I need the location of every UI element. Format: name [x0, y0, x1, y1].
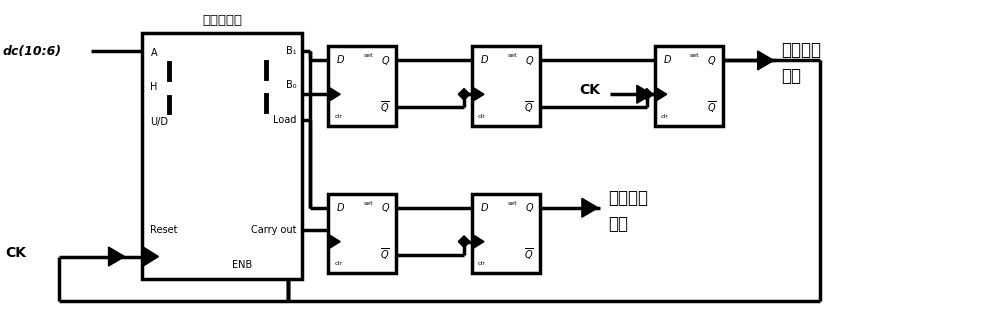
Text: $Q$: $Q$ — [381, 54, 390, 67]
Text: D: D — [664, 56, 671, 66]
Text: ENB: ENB — [232, 260, 253, 270]
Polygon shape — [637, 85, 652, 103]
Polygon shape — [142, 246, 158, 266]
Text: $\overline{Q}$: $\overline{Q}$ — [707, 99, 717, 115]
Polygon shape — [472, 87, 484, 102]
Text: H: H — [150, 82, 158, 92]
Text: clr: clr — [661, 114, 669, 119]
Polygon shape — [109, 247, 125, 266]
Text: Reset: Reset — [150, 225, 178, 235]
Bar — [472, 46, 540, 126]
Polygon shape — [582, 198, 598, 217]
Polygon shape — [472, 234, 484, 249]
Text: $\overline{Q}$: $\overline{Q}$ — [380, 99, 390, 115]
Text: clr: clr — [334, 261, 342, 266]
Text: $\overline{Q}$: $\overline{Q}$ — [524, 99, 534, 115]
Text: B₁: B₁ — [286, 46, 296, 56]
Text: clr: clr — [334, 114, 342, 119]
Text: D: D — [337, 56, 345, 66]
Bar — [655, 46, 723, 126]
Bar — [472, 194, 540, 274]
Text: set: set — [690, 53, 700, 58]
Text: D: D — [481, 56, 489, 66]
Text: set: set — [364, 53, 373, 58]
Text: clr: clr — [478, 261, 486, 266]
Polygon shape — [328, 234, 340, 249]
Text: D: D — [337, 203, 345, 213]
Text: 信号: 信号 — [782, 67, 802, 85]
Polygon shape — [458, 89, 470, 100]
Polygon shape — [758, 51, 774, 70]
Text: Carry out: Carry out — [251, 225, 296, 235]
Text: A: A — [150, 48, 157, 58]
Text: CK: CK — [579, 83, 600, 97]
Polygon shape — [641, 89, 653, 100]
Text: set: set — [507, 201, 517, 206]
Text: set: set — [507, 53, 517, 58]
Text: 信号: 信号 — [608, 215, 628, 233]
Text: set: set — [364, 201, 373, 206]
Text: clr: clr — [478, 114, 486, 119]
Text: $Q$: $Q$ — [525, 201, 534, 214]
Text: 预置计数器: 预置计数器 — [202, 14, 242, 27]
Text: U/D: U/D — [150, 117, 168, 127]
Text: D: D — [481, 203, 489, 213]
Polygon shape — [328, 87, 340, 102]
Text: 粗调控制: 粗调控制 — [608, 189, 648, 207]
Text: $\overline{Q}$: $\overline{Q}$ — [380, 247, 390, 262]
Text: $Q$: $Q$ — [707, 54, 717, 67]
Polygon shape — [458, 236, 470, 247]
Text: B₀: B₀ — [286, 80, 296, 90]
Polygon shape — [655, 87, 667, 102]
Text: Load: Load — [273, 115, 296, 125]
Bar — [328, 46, 396, 126]
Text: $\overline{Q}$: $\overline{Q}$ — [524, 247, 534, 262]
Bar — [328, 194, 396, 274]
Bar — [142, 32, 302, 280]
Text: $Q$: $Q$ — [525, 54, 534, 67]
Text: 初始控制: 初始控制 — [782, 41, 822, 60]
Text: CK: CK — [6, 246, 27, 260]
Text: $Q$: $Q$ — [381, 201, 390, 214]
Text: dc(10:6): dc(10:6) — [3, 45, 62, 58]
